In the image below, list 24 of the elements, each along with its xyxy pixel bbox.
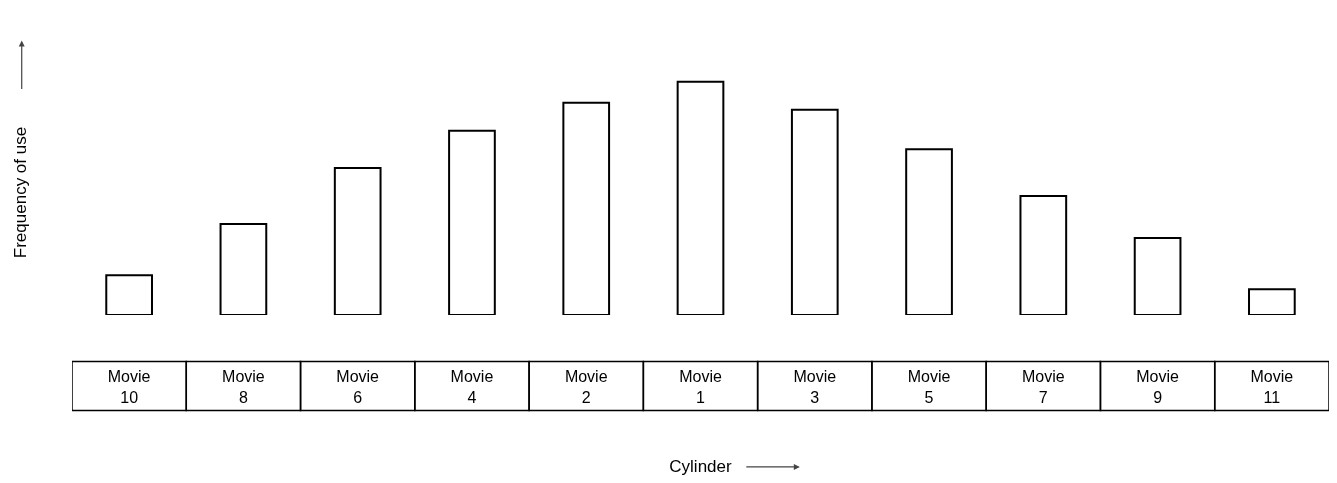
x-axis-title: Cylinder <box>669 457 733 477</box>
bar <box>905 148 953 315</box>
x-tick-label: Movie 2 <box>564 368 608 406</box>
x-tick-label: Movie 5 <box>907 368 951 406</box>
bar <box>333 167 382 315</box>
bar <box>448 129 496 315</box>
y-axis-title: Frequency of use <box>10 126 30 259</box>
bar <box>219 223 268 315</box>
x-tick-label: Movie 7 <box>1021 368 1065 406</box>
x-tick-label: Movie 4 <box>450 368 494 406</box>
x-tick-label: Movie 11 <box>1250 368 1294 406</box>
bar <box>105 274 153 315</box>
bar <box>676 80 725 315</box>
bar <box>790 108 839 315</box>
x-tick-label: Movie 6 <box>336 368 380 406</box>
bar <box>562 101 611 315</box>
x-tick-label: Movie 1 <box>679 368 722 406</box>
bar <box>1019 195 1068 315</box>
x-tick-label: Movie 10 <box>107 368 151 406</box>
x-tick-label: Movie 3 <box>793 368 837 406</box>
x-tick-label: Movie 8 <box>222 368 265 406</box>
bar <box>1248 288 1296 315</box>
x-tick-label: Movie 9 <box>1136 368 1180 406</box>
bar <box>1133 237 1182 315</box>
